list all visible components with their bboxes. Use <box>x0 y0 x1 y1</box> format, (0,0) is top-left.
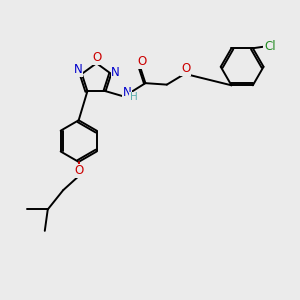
Text: N: N <box>123 86 131 99</box>
Text: O: O <box>181 62 190 75</box>
Text: O: O <box>93 51 102 64</box>
Text: O: O <box>137 55 146 68</box>
Text: N: N <box>111 66 120 79</box>
Text: O: O <box>74 164 83 177</box>
Text: N: N <box>74 63 82 76</box>
Text: Cl: Cl <box>264 40 276 53</box>
Text: H: H <box>130 92 137 102</box>
